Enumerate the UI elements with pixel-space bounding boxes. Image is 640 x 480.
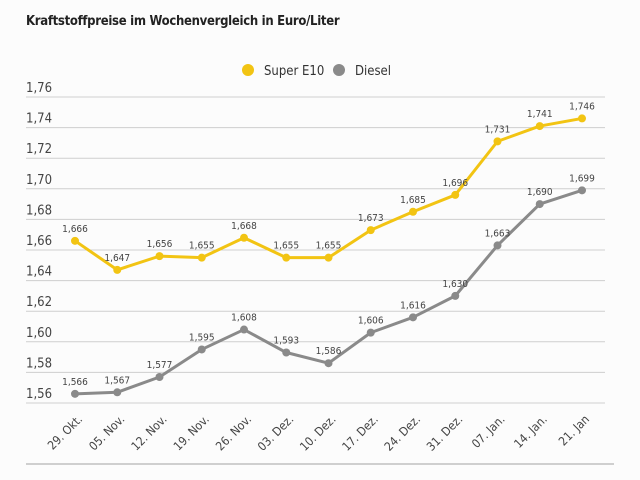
data-point-diesel [197,345,206,354]
legend-label-diesel: Diesel [355,64,391,79]
data-label-super-e10: 1,668 [231,221,257,232]
y-tick-label: 1,64 [26,265,52,280]
y-tick-label: 1,76 [26,81,52,96]
chart-title: Kraftstoffpreise im Wochenvergleich in E… [26,14,340,29]
data-label-diesel: 1,595 [189,332,215,343]
data-label-diesel: 1,606 [358,316,384,327]
y-tick-label: 1,70 [26,173,52,188]
data-point-diesel [71,389,79,398]
data-point-super-e10 [535,122,544,131]
data-label-super-e10: 1,696 [442,178,468,189]
data-label-diesel: 1,567 [104,375,130,386]
data-point-super-e10 [324,253,333,262]
data-label-diesel: 1,586 [316,346,342,357]
data-point-super-e10 [155,252,164,261]
data-label-super-e10: 1,666 [62,224,88,235]
data-label-diesel: 1,577 [147,360,173,371]
data-label-diesel: 1,699 [569,173,595,184]
data-label-super-e10: 1,741 [527,109,553,120]
data-label-diesel: 1,566 [62,377,88,388]
data-point-super-e10 [366,226,375,235]
data-point-diesel [155,372,164,381]
legend-marker-diesel [333,64,345,76]
x-tick-label: 29. Okt. [45,412,85,452]
data-label-super-e10: 1,647 [104,253,130,264]
data-label-super-e10: 1,655 [316,241,342,252]
y-tick-label: 1,68 [26,203,52,218]
y-tick-label: 1,56 [26,387,52,402]
data-point-diesel [409,313,417,322]
x-tick-label: 26. Nov. [213,412,254,453]
data-point-super-e10 [493,137,502,146]
data-label-super-e10: 1,656 [147,239,173,250]
data-point-super-e10 [578,114,586,123]
y-tick-label: 1,60 [26,326,52,341]
x-tick-label: 07. Jan. [469,412,508,451]
data-label-super-e10: 1,655 [189,241,215,252]
data-label-diesel: 1,608 [231,313,257,324]
y-tick-label: 1,62 [26,295,52,310]
data-point-super-e10 [71,236,79,245]
data-point-diesel [324,359,333,368]
data-label-super-e10: 1,655 [273,241,299,252]
data-point-super-e10 [282,253,291,262]
data-point-super-e10 [451,190,460,199]
data-point-super-e10 [240,233,248,242]
x-tick-label: 05. Nov. [86,412,127,453]
data-point-diesel [282,348,291,357]
x-tick-label: 19. Nov. [171,412,212,453]
data-label-super-e10: 1,685 [400,195,426,206]
x-tick-label: 10. Dez. [297,412,338,453]
x-tick-label: 12. Nov. [128,412,169,453]
data-point-super-e10 [197,253,206,262]
data-label-super-e10: 1,673 [358,213,384,224]
x-tick-label: 31. Dez. [424,412,465,453]
y-tick-label: 1,58 [26,356,52,371]
data-label-super-e10: 1,746 [569,101,595,112]
y-tick-label: 1,72 [26,142,52,157]
x-tick-label: 24. Dez. [382,412,423,453]
legend-marker-super-e10 [242,64,254,76]
data-point-diesel [240,325,248,334]
data-point-diesel [113,388,122,397]
data-point-diesel [451,291,460,300]
data-label-diesel: 1,690 [527,187,553,198]
data-point-super-e10 [409,207,417,216]
y-tick-label: 1,74 [26,112,52,127]
data-label-diesel: 1,616 [400,300,426,311]
data-label-diesel: 1,593 [273,336,299,347]
data-point-super-e10 [113,265,122,274]
data-label-diesel: 1,630 [442,279,468,290]
data-point-diesel [493,241,502,250]
x-tick-label: 21. Jan [556,412,592,448]
data-point-diesel [578,186,586,195]
data-label-diesel: 1,663 [485,228,511,239]
x-tick-label: 03. Dez. [255,412,296,453]
x-tick-label: 17. Dez. [339,412,380,453]
x-tick-label: 14. Jan. [511,412,550,451]
data-point-diesel [366,328,375,337]
data-point-diesel [535,200,544,209]
y-tick-label: 1,66 [26,234,52,249]
data-label-super-e10: 1,731 [485,124,511,135]
legend-label-super-e10: Super E10 [264,64,324,79]
